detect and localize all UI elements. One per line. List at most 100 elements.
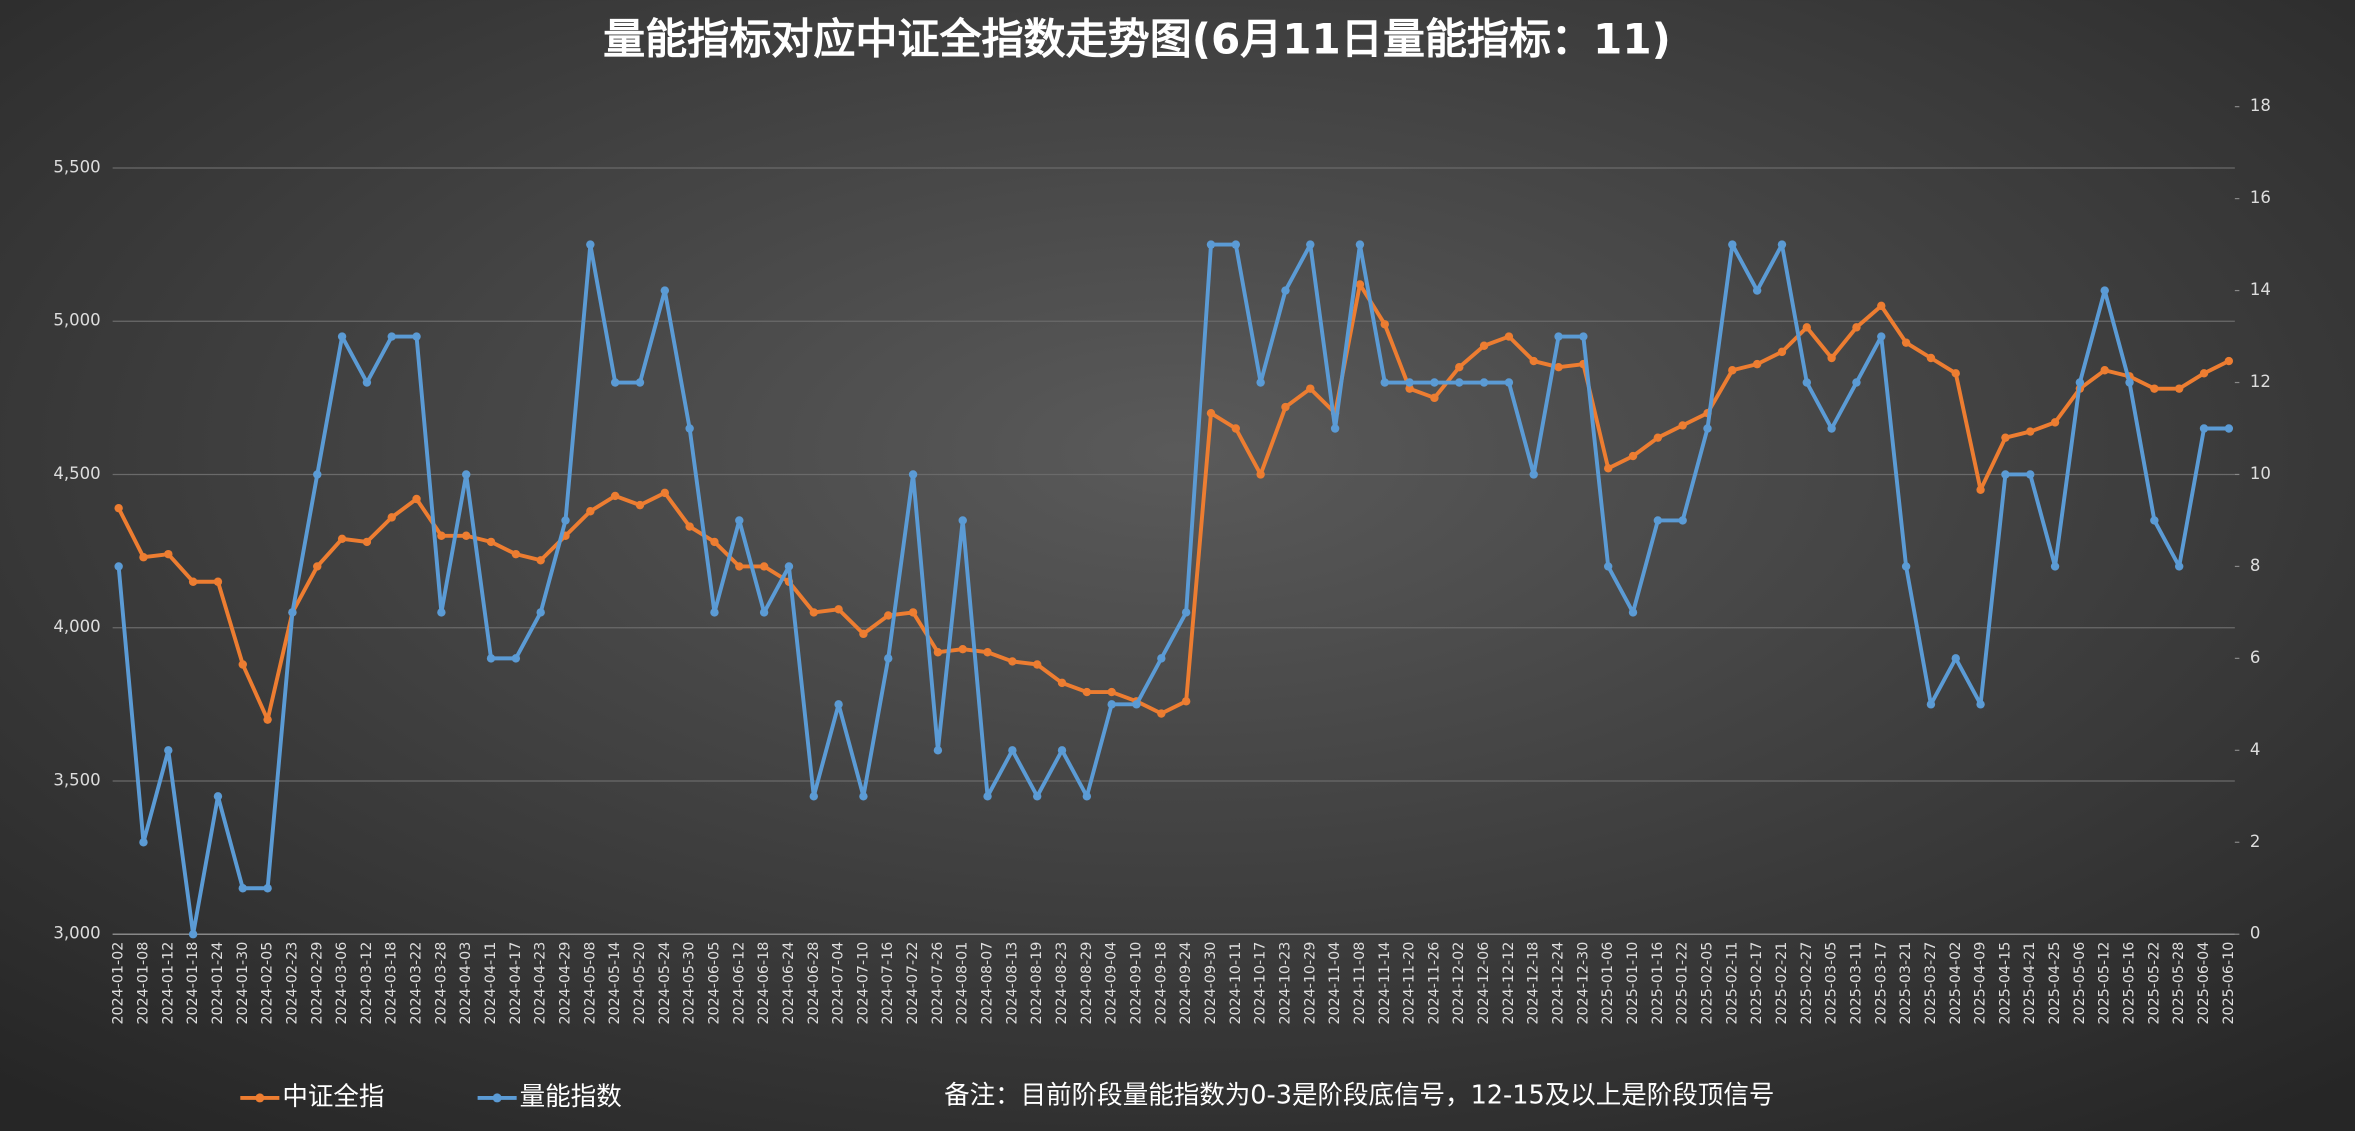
x-tick-label: 2024-09-18 xyxy=(1153,942,1169,1025)
x-tick-label: 2025-03-27 xyxy=(1923,942,1939,1025)
data-point xyxy=(908,470,918,479)
y2-tick-label: 6 xyxy=(2250,648,2261,667)
x-tick-label: 2025-04-25 xyxy=(2047,942,2063,1025)
x-tick-label: 2024-09-04 xyxy=(1104,942,1120,1025)
data-point xyxy=(1678,421,1687,430)
data-point xyxy=(1330,424,1340,433)
data-point xyxy=(1082,792,1092,801)
data-point xyxy=(1256,470,1265,479)
data-point xyxy=(685,522,694,531)
data-point xyxy=(2100,286,2109,295)
x-tick-label: 2025-04-21 xyxy=(2022,942,2038,1025)
data-point xyxy=(2001,470,2010,479)
x-tick-label: 2024-04-03 xyxy=(458,942,474,1025)
x-tick-label: 2024-11-04 xyxy=(1327,942,1343,1025)
data-point xyxy=(1777,240,1787,249)
data-point xyxy=(387,332,396,341)
x-tick-label: 2025-04-15 xyxy=(1997,942,2013,1025)
x-tick-label: 2025-01-06 xyxy=(1600,942,1616,1025)
data-point xyxy=(164,549,173,559)
data-point xyxy=(1728,366,1737,375)
data-point xyxy=(1777,347,1787,357)
x-tick-label: 2024-08-23 xyxy=(1054,942,1070,1025)
data-point xyxy=(561,516,570,525)
data-point xyxy=(809,608,818,617)
x-tick-label: 2025-03-11 xyxy=(1848,942,1864,1025)
x-tick-label: 2025-02-17 xyxy=(1749,942,1765,1025)
data-point xyxy=(1082,687,1092,697)
x-tick-label: 2024-02-23 xyxy=(284,942,300,1025)
legend-label: 中证全指 xyxy=(282,1082,384,1112)
data-point xyxy=(1901,338,1911,347)
data-point xyxy=(2224,356,2234,366)
x-tick-label: 2024-10-23 xyxy=(1277,942,1293,1025)
data-point xyxy=(610,378,620,387)
data-point xyxy=(2174,562,2184,571)
data-point xyxy=(1057,678,1067,688)
x-tick-label: 2024-01-12 xyxy=(160,942,176,1025)
x-tick-label: 2024-05-14 xyxy=(607,942,623,1025)
data-point xyxy=(536,608,545,617)
y2-tick-label: 14 xyxy=(2250,280,2271,299)
x-tick-label: 2024-11-26 xyxy=(1426,942,1442,1025)
data-point xyxy=(1181,697,1191,706)
data-point xyxy=(1231,240,1241,249)
data-point xyxy=(1951,654,1960,663)
data-point xyxy=(164,746,173,755)
x-tick-label: 2024-02-05 xyxy=(260,942,276,1025)
data-point xyxy=(1877,332,1886,341)
y2-tick-label: 0 xyxy=(2250,924,2261,943)
data-point xyxy=(1653,516,1663,525)
y2-tick-label: 18 xyxy=(2250,96,2271,115)
data-point xyxy=(1554,362,1563,372)
data-point xyxy=(2026,427,2035,436)
data-point xyxy=(139,838,148,847)
data-point xyxy=(735,516,744,525)
x-tick-label: 2024-01-18 xyxy=(185,942,201,1025)
data-point xyxy=(263,715,272,724)
x-tick-label: 2024-07-26 xyxy=(930,942,946,1025)
x-tick-label: 2025-05-28 xyxy=(2171,942,2187,1025)
data-point xyxy=(685,424,694,433)
data-point xyxy=(263,884,272,893)
data-point xyxy=(2150,384,2159,393)
data-point xyxy=(1455,362,1464,372)
data-point xyxy=(1802,323,1812,332)
data-point xyxy=(188,930,198,939)
x-tick-label: 2024-07-22 xyxy=(905,942,921,1025)
x-tick-label: 2024-08-07 xyxy=(980,942,996,1025)
data-point xyxy=(759,562,769,571)
x-tick-label: 2024-12-06 xyxy=(1476,942,1492,1025)
data-point xyxy=(1455,378,1464,387)
x-tick-label: 2025-02-11 xyxy=(1724,942,1740,1025)
data-point xyxy=(362,378,372,387)
data-point xyxy=(313,470,322,479)
x-tick-label: 2024-08-01 xyxy=(955,942,971,1025)
x-tick-label: 2024-01-30 xyxy=(235,942,251,1025)
data-point xyxy=(1256,378,1265,387)
x-tick-label: 2024-02-29 xyxy=(309,942,325,1025)
y2-tick-label: 12 xyxy=(2250,372,2271,391)
data-point xyxy=(1057,746,1067,755)
data-point xyxy=(635,500,645,510)
x-tick-label: 2024-06-05 xyxy=(706,942,722,1025)
data-point xyxy=(139,553,148,562)
x-tick-label: 2025-03-17 xyxy=(1873,942,1889,1025)
x-tick-label: 2024-01-24 xyxy=(210,942,226,1025)
data-point xyxy=(2050,562,2060,571)
data-point xyxy=(1380,320,1389,329)
data-point xyxy=(337,332,347,341)
data-point xyxy=(1752,359,1762,369)
data-point xyxy=(2174,384,2184,393)
x-tick-label: 2025-05-12 xyxy=(2097,942,2113,1025)
data-point xyxy=(437,531,446,540)
data-point xyxy=(1281,402,1290,412)
data-point xyxy=(1529,470,1538,479)
y-tick-label: 5,000 xyxy=(53,311,100,330)
data-point xyxy=(511,654,521,663)
x-tick-label: 2025-02-05 xyxy=(1699,942,1715,1025)
data-point xyxy=(1703,424,1712,433)
data-point xyxy=(1554,332,1563,341)
x-tick-label: 2025-05-06 xyxy=(2072,942,2088,1025)
